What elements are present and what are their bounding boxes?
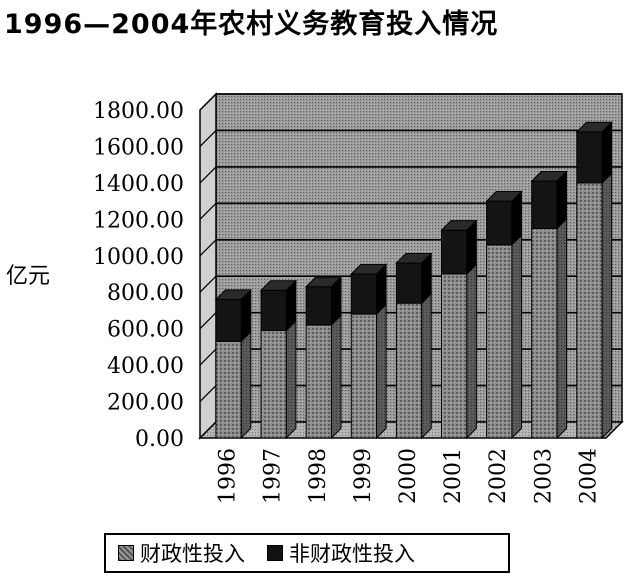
bar-top-cap [214,289,252,301]
bar-fiscal-side [240,330,252,440]
y-tick-label: 1000.00 [93,245,184,270]
bar-group-2003 [530,170,568,440]
bar-group-2000 [395,252,433,440]
bar-fiscal [576,182,603,439]
bar-nonfiscal [260,289,287,331]
bar-group-2002 [485,190,523,440]
side-wall [199,92,217,440]
bar-fiscal [260,329,287,439]
bar-fiscal [305,324,332,439]
bar-fiscal-side [330,314,342,440]
x-tick-label: 1997 [261,448,286,504]
gridline-side [199,275,217,293]
bar-top-cap [395,252,433,264]
x-axis-ticks: 1996 1997 1998 1999 2000 2001 2002 2003 2004 [216,448,602,504]
bar-top-cap [304,276,343,288]
bar-nonfiscal-side [601,121,613,185]
bar-fiscal [531,227,558,439]
bar-group-1996 [214,288,252,440]
bar-fiscal-side [376,303,387,440]
legend-item-nonfiscal: 非财政性投入 [267,538,415,568]
gridline-side [199,166,217,184]
legend-label-nonfiscal: 非财政性投入 [289,542,415,566]
bar-fiscal [350,313,378,439]
bar-nonfiscal [486,200,513,246]
stacked-bar-chart: 0.00 200.00 400.00 600.00 800.00 1000.00 1200.… [93,92,624,504]
x-tick-label: 1996 [216,448,241,504]
bar-nonfiscal [440,229,468,275]
y-tick-label: 1800.00 [93,99,184,124]
gridline-side [199,93,217,111]
x-tick-label: 2003 [531,448,556,504]
bar-nonfiscal [350,273,378,315]
bar-top-cap [575,121,613,133]
bar-fiscal [440,273,468,439]
y-tick-label: 800.00 [107,281,184,306]
bar-fiscal-side [466,263,477,440]
bar-fiscal-side [556,217,568,440]
bar-fiscal-side [421,292,432,440]
gridline-side [199,130,217,147]
legend-swatch-nonfiscal [267,545,283,561]
legend: 财政性投入 非财政性投入 [104,533,510,573]
legend-label-fiscal: 财政性投入 [140,542,245,566]
plot-area [198,92,624,440]
bar-nonfiscal [395,262,423,304]
bar-fiscal [215,340,242,439]
bar-fiscal-side [285,319,297,440]
gridline-side [199,312,217,330]
legend-swatch-fiscal [118,545,134,561]
y-tick-label: 1400.00 [93,172,184,197]
x-tick-label: 2000 [396,448,421,504]
y-tick-label: 400.00 [107,354,184,379]
bar-group-1998 [304,275,343,440]
y-tick-label: 600.00 [107,318,184,343]
bar-group-2004 [575,121,613,440]
gridline-side [199,202,217,220]
bar-fiscal [395,302,423,439]
bar-group-1997 [259,279,298,440]
bar-group-2001 [440,219,478,440]
x-tick-label: 2004 [576,448,601,504]
bar-nonfiscal [531,180,558,229]
bar-top-cap [440,220,478,231]
x-tick-label: 1999 [351,448,376,504]
bar-fiscal-side [511,234,522,440]
bar-top-cap [350,263,388,275]
bar-nonfiscal [215,299,242,342]
y-tick-label: 200.00 [107,391,184,416]
gridline-side [199,239,217,257]
legend-item-fiscal: 财政性投入 [118,538,245,568]
bar-nonfiscal [576,131,603,184]
bar-group-1999 [350,263,388,440]
bar-top-cap [485,191,523,202]
y-axis-unit-label: 亿元 [6,264,51,289]
bar-top-cap [530,170,568,182]
gridline-side [199,348,217,366]
y-tick-label: 1200.00 [93,208,184,233]
chart-title: 1996—2004年农村义务教育投入情况 [4,9,499,40]
x-tick-label: 1998 [306,448,331,504]
bar-fiscal-side [601,172,613,440]
x-tick-label: 2001 [441,448,466,504]
gridline-side [199,385,217,402]
y-tick-label: 1600.00 [93,135,184,160]
y-axis-ticks: 0.00 200.00 400.00 600.00 800.00 1000.00 1200.… [93,99,184,452]
x-tick-label: 2002 [486,448,511,504]
bar-top-cap [259,280,298,291]
y-tick-label: 0.00 [135,427,184,452]
bar-nonfiscal [305,286,332,326]
bar-fiscal [486,244,513,439]
